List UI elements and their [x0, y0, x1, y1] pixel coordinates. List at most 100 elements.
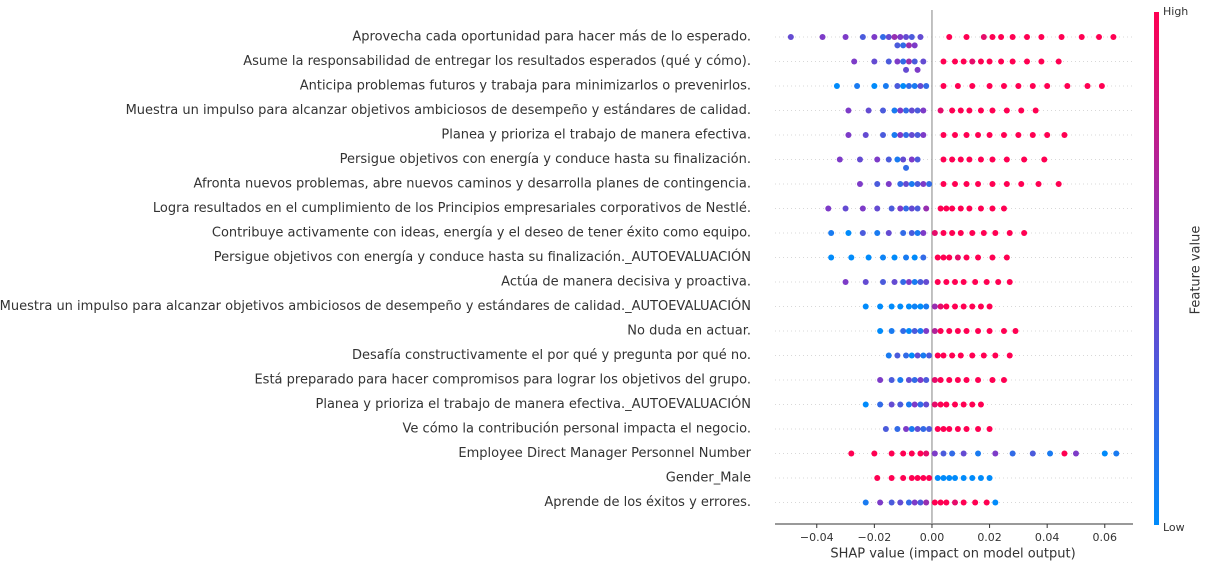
shap-point — [957, 156, 964, 163]
shap-point — [1009, 450, 1016, 457]
shap-point — [888, 401, 895, 408]
shap-point — [888, 205, 895, 212]
shap-point — [914, 475, 921, 481]
shap-point — [952, 181, 959, 187]
shap-point — [946, 475, 953, 481]
shap-point — [897, 377, 904, 383]
shap-point — [946, 254, 953, 261]
shap-point — [1000, 205, 1007, 212]
shap-point — [848, 254, 855, 261]
shap-point — [989, 181, 996, 187]
shap-point — [917, 377, 924, 383]
shap-point — [949, 352, 956, 359]
shap-point — [897, 107, 904, 114]
x-tick-label: 0.06 — [1093, 531, 1118, 544]
shap-point — [926, 475, 933, 481]
colorbar — [1154, 12, 1159, 525]
shap-point — [963, 181, 970, 187]
shap-point — [1021, 230, 1028, 236]
shap-point — [998, 34, 1005, 40]
colorbar-label: Feature value — [1189, 226, 1204, 315]
shap-point — [914, 205, 921, 212]
shap-point — [880, 279, 887, 285]
shap-point — [977, 58, 984, 65]
shap-point — [975, 181, 982, 187]
shap-point — [934, 254, 941, 261]
shap-point — [908, 181, 915, 187]
feature-label: Actúa de manera decisiva y proactiva. — [501, 275, 751, 290]
shap-point — [905, 377, 912, 383]
shap-point — [891, 279, 898, 285]
shap-point — [920, 132, 927, 138]
shap-point — [1058, 34, 1065, 40]
shap-point — [952, 475, 959, 481]
feature-label: Contribuye activamente con ideas, energí… — [212, 226, 751, 241]
shap-point — [992, 499, 999, 506]
shap-point — [975, 132, 982, 138]
shap-point — [931, 499, 938, 506]
shap-point — [833, 83, 840, 89]
shap-point — [874, 205, 881, 212]
shap-point — [880, 132, 887, 138]
shap-point — [845, 230, 852, 236]
shap-point — [949, 205, 956, 212]
shap-point — [920, 58, 927, 65]
shap-point — [923, 279, 930, 285]
shap-point — [940, 450, 947, 457]
shap-point — [1055, 181, 1062, 187]
shap-point — [905, 303, 912, 310]
shap-point — [963, 328, 970, 334]
shap-point — [897, 401, 904, 408]
shap-point — [914, 352, 921, 359]
shap-point — [911, 377, 918, 383]
shap-point — [937, 205, 944, 212]
shap-point — [975, 450, 982, 457]
shap-point — [897, 499, 904, 506]
shap-point — [940, 352, 947, 359]
shap-point — [825, 205, 832, 212]
shap-point — [862, 401, 869, 408]
shap-point — [874, 230, 881, 236]
shap-point — [1041, 156, 1048, 163]
shap-point — [891, 132, 898, 138]
shap-point — [940, 254, 947, 261]
shap-point — [952, 132, 959, 138]
shap-point — [920, 254, 927, 261]
shap-point — [819, 34, 826, 40]
shap-point — [862, 303, 869, 310]
feature-label: Muestra un impulso para alcanzar objetiv… — [126, 103, 751, 118]
shap-point — [917, 303, 924, 310]
shap-point — [923, 83, 930, 89]
shap-point — [926, 181, 933, 187]
shap-point — [914, 426, 921, 432]
shap-point — [903, 66, 910, 73]
shap-point — [1003, 254, 1010, 261]
shap-point — [1024, 58, 1031, 65]
x-tick-label: −0.04 — [800, 531, 834, 544]
shap-point — [934, 475, 941, 481]
shap-point — [888, 377, 895, 383]
shap-point — [908, 450, 915, 457]
shap-point — [923, 499, 930, 506]
shap-point — [911, 42, 918, 49]
shap-point — [911, 83, 918, 89]
shap-point — [937, 328, 944, 334]
shap-point — [989, 377, 996, 383]
shap-point — [862, 499, 869, 506]
shap-point — [882, 83, 889, 89]
shap-point — [980, 34, 987, 40]
shap-point — [877, 328, 884, 334]
shap-point — [940, 156, 947, 163]
shap-point — [957, 230, 964, 236]
shap-point — [926, 352, 933, 359]
shap-point — [874, 475, 881, 481]
feature-label: Persigue objetivos con energía y conduce… — [340, 152, 751, 167]
shap-point — [977, 205, 984, 212]
shap-point — [952, 499, 959, 506]
shap-point — [1018, 107, 1025, 114]
shap-point — [992, 352, 999, 359]
shap-point — [969, 475, 976, 481]
shap-point — [842, 279, 849, 285]
x-tick-label: −0.02 — [858, 531, 892, 544]
shap-point — [1003, 181, 1010, 187]
